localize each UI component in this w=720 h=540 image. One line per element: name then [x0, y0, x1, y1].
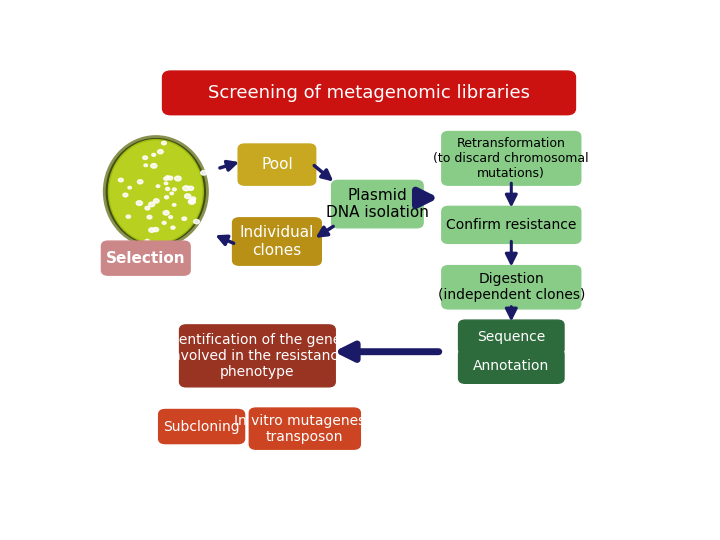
Text: Confirm resistance: Confirm resistance — [446, 218, 577, 232]
Text: Subcloning: Subcloning — [163, 420, 240, 434]
FancyBboxPatch shape — [158, 409, 245, 443]
Circle shape — [170, 192, 174, 195]
Text: Retransformation
(to discard chromosomal
mutations): Retransformation (to discard chromosomal… — [433, 137, 589, 180]
Text: Screening of metagenomic libraries: Screening of metagenomic libraries — [208, 84, 530, 102]
Circle shape — [123, 193, 128, 197]
Circle shape — [164, 182, 168, 185]
Text: Plasmid
DNA isolation: Plasmid DNA isolation — [326, 188, 429, 220]
Text: Selection: Selection — [106, 251, 186, 266]
FancyBboxPatch shape — [442, 266, 581, 309]
Circle shape — [152, 153, 156, 156]
Text: In vitro mutagenesis
transposon: In vitro mutagenesis transposon — [234, 414, 376, 444]
Circle shape — [168, 215, 173, 219]
Circle shape — [128, 186, 132, 189]
Circle shape — [165, 196, 168, 199]
Circle shape — [184, 194, 191, 199]
Ellipse shape — [104, 137, 207, 247]
Circle shape — [171, 226, 175, 229]
Circle shape — [173, 188, 176, 191]
Circle shape — [166, 176, 169, 178]
Circle shape — [194, 219, 199, 224]
Circle shape — [163, 177, 168, 180]
Circle shape — [189, 199, 195, 204]
Circle shape — [130, 242, 134, 245]
Circle shape — [182, 217, 186, 220]
Circle shape — [161, 141, 166, 145]
Text: Pool: Pool — [261, 157, 293, 172]
FancyBboxPatch shape — [163, 71, 575, 114]
Text: Digestion
(independent clones): Digestion (independent clones) — [438, 272, 585, 302]
Circle shape — [158, 150, 163, 154]
Circle shape — [175, 176, 181, 181]
Circle shape — [201, 171, 207, 175]
Circle shape — [188, 186, 194, 191]
Circle shape — [189, 199, 195, 204]
Circle shape — [162, 221, 166, 224]
Circle shape — [183, 186, 189, 191]
FancyBboxPatch shape — [332, 180, 423, 228]
Circle shape — [163, 211, 169, 215]
Circle shape — [118, 178, 123, 182]
Text: Annotation: Annotation — [473, 359, 549, 373]
Circle shape — [148, 202, 155, 207]
FancyBboxPatch shape — [442, 132, 581, 185]
FancyBboxPatch shape — [442, 206, 581, 244]
Circle shape — [168, 176, 173, 180]
FancyBboxPatch shape — [179, 325, 336, 387]
Circle shape — [172, 204, 176, 206]
Text: Individual
clones: Individual clones — [240, 225, 314, 258]
FancyBboxPatch shape — [233, 218, 321, 265]
FancyBboxPatch shape — [249, 408, 360, 449]
Ellipse shape — [109, 140, 203, 244]
Circle shape — [166, 187, 170, 191]
Circle shape — [149, 228, 155, 232]
Circle shape — [153, 227, 158, 232]
Circle shape — [191, 197, 196, 200]
Text: Identification of the genes
involved in the resistance
phenotype: Identification of the genes involved in … — [166, 333, 348, 379]
Circle shape — [147, 215, 152, 219]
FancyBboxPatch shape — [102, 241, 190, 275]
Circle shape — [126, 215, 130, 218]
Circle shape — [144, 164, 148, 167]
Circle shape — [138, 180, 143, 184]
Circle shape — [150, 164, 157, 168]
Circle shape — [145, 206, 150, 210]
FancyBboxPatch shape — [238, 144, 315, 185]
Circle shape — [145, 239, 150, 243]
Circle shape — [153, 199, 159, 203]
Circle shape — [136, 201, 143, 205]
Text: Sequence: Sequence — [477, 330, 546, 344]
FancyBboxPatch shape — [459, 320, 564, 354]
Circle shape — [156, 185, 160, 187]
Circle shape — [143, 156, 148, 159]
Circle shape — [156, 121, 160, 124]
FancyBboxPatch shape — [459, 349, 564, 383]
